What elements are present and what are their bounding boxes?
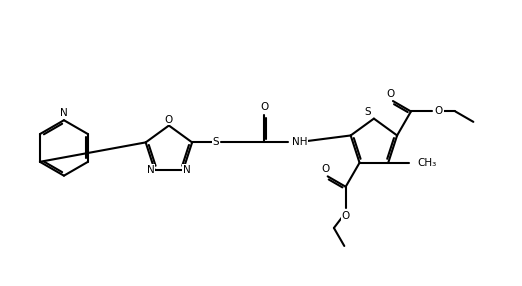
Text: N: N (60, 108, 68, 118)
Text: O: O (387, 89, 395, 99)
Text: N: N (183, 165, 191, 175)
Text: N: N (147, 165, 155, 175)
Text: CH₃: CH₃ (417, 158, 436, 168)
Text: O: O (435, 106, 443, 116)
Text: O: O (260, 102, 268, 112)
Text: O: O (165, 114, 173, 124)
Text: S: S (364, 107, 371, 117)
Text: NH: NH (292, 137, 307, 147)
Text: O: O (341, 210, 350, 221)
Text: O: O (322, 164, 330, 174)
Text: S: S (212, 137, 219, 147)
